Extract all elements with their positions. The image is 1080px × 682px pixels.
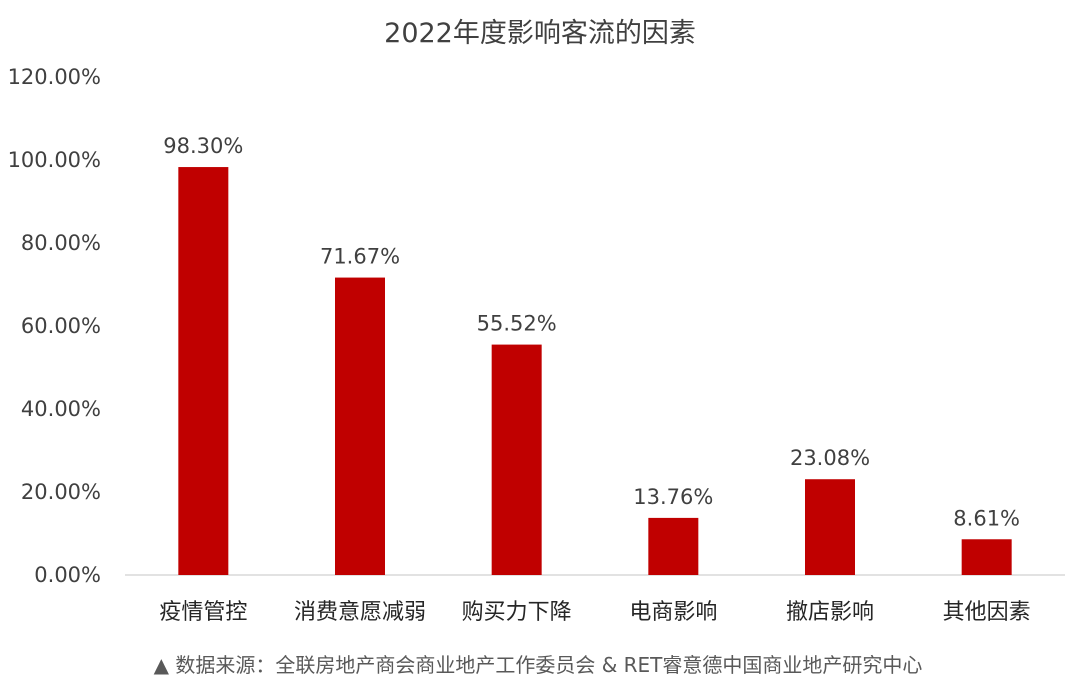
y-tick-label: 100.00% (8, 148, 101, 172)
data-label: 71.67% (320, 245, 400, 269)
source-note: ▲ 数据来源：全联房地产商会商业地产工作委员会 & RET睿意德中国商业地产研究… (154, 653, 923, 677)
x-category-label: 其他因素 (943, 600, 1031, 625)
data-label: 8.61% (953, 506, 1020, 530)
bar (648, 517, 699, 575)
data-label: 55.52% (477, 312, 557, 336)
y-tick-label: 20.00% (21, 480, 101, 504)
y-tick-label: 120.00% (8, 65, 101, 89)
y-tick-label: 80.00% (21, 231, 101, 255)
bar (961, 539, 1012, 575)
y-tick-label: 40.00% (21, 397, 101, 421)
x-category-label: 购买力下降 (462, 600, 572, 625)
x-axis-category-labels: 疫情管控 消费意愿减弱 购买力下降 电商影响 撤店影响 其他因素 (159, 600, 1030, 625)
data-label: 13.76% (633, 485, 713, 509)
data-labels: 98.30% 71.67% 55.52% 13.76% 23.08% 8.61% (163, 134, 1020, 530)
y-axis-ticks: 0.00% 20.00% 40.00% 60.00% 80.00% 100.00% 120.… (8, 65, 101, 587)
bar (805, 479, 855, 575)
bars (178, 167, 1012, 575)
x-category-label: 疫情管控 (159, 600, 247, 625)
data-label: 98.30% (163, 134, 243, 158)
bar (491, 344, 542, 575)
y-tick-label: 60.00% (21, 314, 101, 338)
bar (335, 277, 385, 575)
x-category-label: 消费意愿减弱 (294, 600, 426, 625)
data-label: 23.08% (790, 446, 870, 470)
bar (178, 167, 229, 575)
x-category-label: 电商影响 (629, 600, 717, 625)
y-tick-label: 0.00% (34, 563, 101, 587)
chart-title: 2022年度影响客流的因素 (384, 18, 696, 49)
x-category-label: 撤店影响 (786, 600, 874, 625)
